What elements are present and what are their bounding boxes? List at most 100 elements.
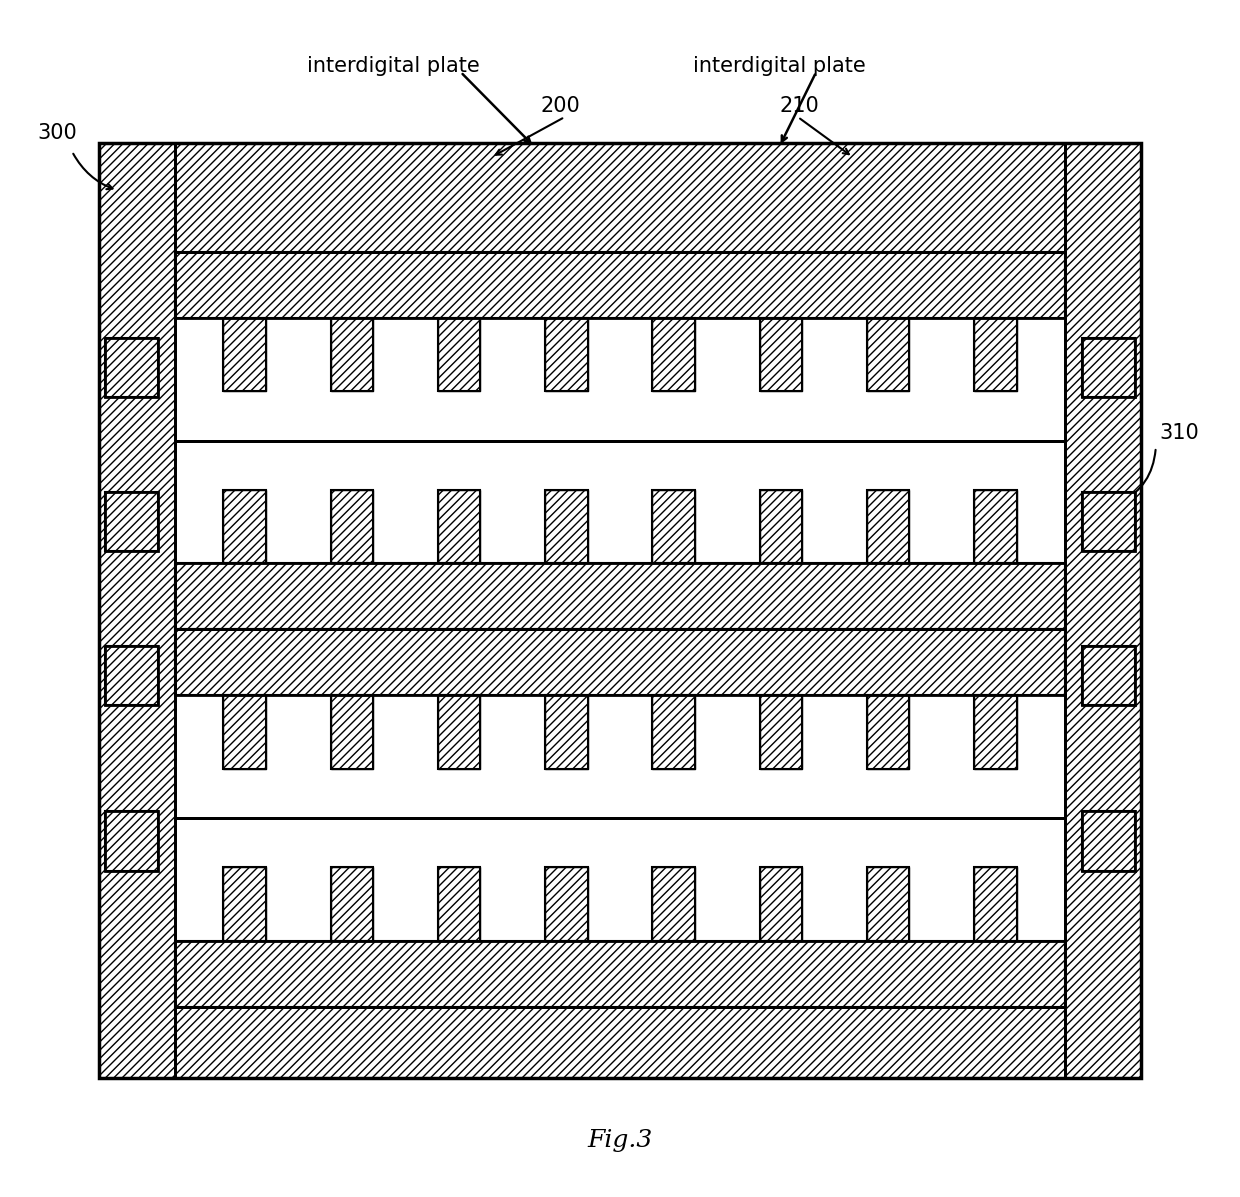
Bar [652, 318, 694, 391]
Bar [1083, 339, 1135, 397]
Bar [175, 142, 1065, 1077]
Bar [438, 695, 480, 768]
Bar [1083, 812, 1135, 870]
Bar [175, 564, 1065, 630]
Bar [652, 490, 694, 564]
Bar [867, 695, 909, 768]
Bar [652, 695, 694, 768]
Bar [175, 695, 1065, 818]
Bar [652, 318, 694, 391]
Bar [331, 867, 373, 941]
Bar [175, 564, 1065, 630]
Text: 310: 310 [1159, 423, 1199, 443]
Bar [175, 142, 1065, 251]
Text: 300: 300 [37, 123, 77, 142]
Bar [760, 490, 802, 564]
Bar [760, 867, 802, 941]
Bar [867, 490, 909, 564]
Bar [223, 318, 267, 391]
Bar [99, 142, 1141, 1077]
Bar [1083, 492, 1135, 551]
Bar [438, 867, 480, 941]
Bar [1083, 492, 1135, 551]
Bar [331, 318, 373, 391]
Bar [175, 1007, 1065, 1077]
Bar [223, 695, 267, 768]
Bar [652, 695, 694, 768]
Bar [175, 142, 1065, 251]
Bar [175, 251, 1065, 440]
Bar [867, 695, 909, 768]
Bar [99, 142, 1141, 1077]
Bar [223, 867, 267, 941]
Bar [546, 490, 588, 564]
Bar [1083, 339, 1135, 397]
Text: 210: 210 [780, 96, 820, 116]
Bar [105, 339, 157, 397]
Bar [760, 318, 802, 391]
Bar [1083, 646, 1135, 705]
Bar [973, 695, 1017, 768]
Bar [438, 318, 480, 391]
Bar [175, 630, 1065, 818]
Bar [105, 646, 157, 705]
Bar [973, 695, 1017, 768]
Bar [546, 867, 588, 941]
Bar [546, 695, 588, 768]
Bar [438, 490, 480, 564]
Bar [175, 630, 1065, 695]
Bar [175, 318, 1065, 440]
Bar [973, 867, 1017, 941]
Bar [438, 695, 480, 768]
Bar [867, 318, 909, 391]
Bar [973, 318, 1017, 391]
Bar [105, 646, 157, 705]
Bar [331, 318, 373, 391]
Bar [175, 440, 1065, 630]
Bar [331, 695, 373, 768]
Bar [973, 490, 1017, 564]
Text: Fig.3: Fig.3 [588, 1129, 652, 1152]
Bar [223, 490, 267, 564]
Bar [546, 490, 588, 564]
Bar [105, 492, 157, 551]
Bar [105, 812, 157, 870]
Text: interdigital plate: interdigital plate [306, 56, 480, 77]
Bar [546, 318, 588, 391]
Bar [760, 318, 802, 391]
Bar [973, 490, 1017, 564]
Bar [223, 867, 267, 941]
Bar [223, 318, 267, 391]
Bar [175, 818, 1065, 1007]
Bar [175, 630, 1065, 695]
Bar [438, 867, 480, 941]
Bar [973, 867, 1017, 941]
Bar [105, 492, 157, 551]
Bar [546, 867, 588, 941]
Bar [175, 251, 1065, 318]
Bar [438, 318, 480, 391]
Bar [973, 318, 1017, 391]
Bar [175, 440, 1065, 564]
Bar [546, 695, 588, 768]
Bar [652, 490, 694, 564]
Bar [223, 695, 267, 768]
Bar [331, 695, 373, 768]
Bar [760, 695, 802, 768]
Bar [331, 490, 373, 564]
Bar [1083, 646, 1135, 705]
Bar [331, 490, 373, 564]
Bar [105, 812, 157, 870]
Bar [652, 867, 694, 941]
Bar [867, 867, 909, 941]
Bar [175, 941, 1065, 1007]
Bar [652, 867, 694, 941]
Bar [105, 339, 157, 397]
Bar [175, 941, 1065, 1007]
Bar [760, 695, 802, 768]
Bar [1083, 812, 1135, 870]
Bar [760, 867, 802, 941]
Bar [331, 867, 373, 941]
Bar [175, 818, 1065, 941]
Bar [867, 318, 909, 391]
